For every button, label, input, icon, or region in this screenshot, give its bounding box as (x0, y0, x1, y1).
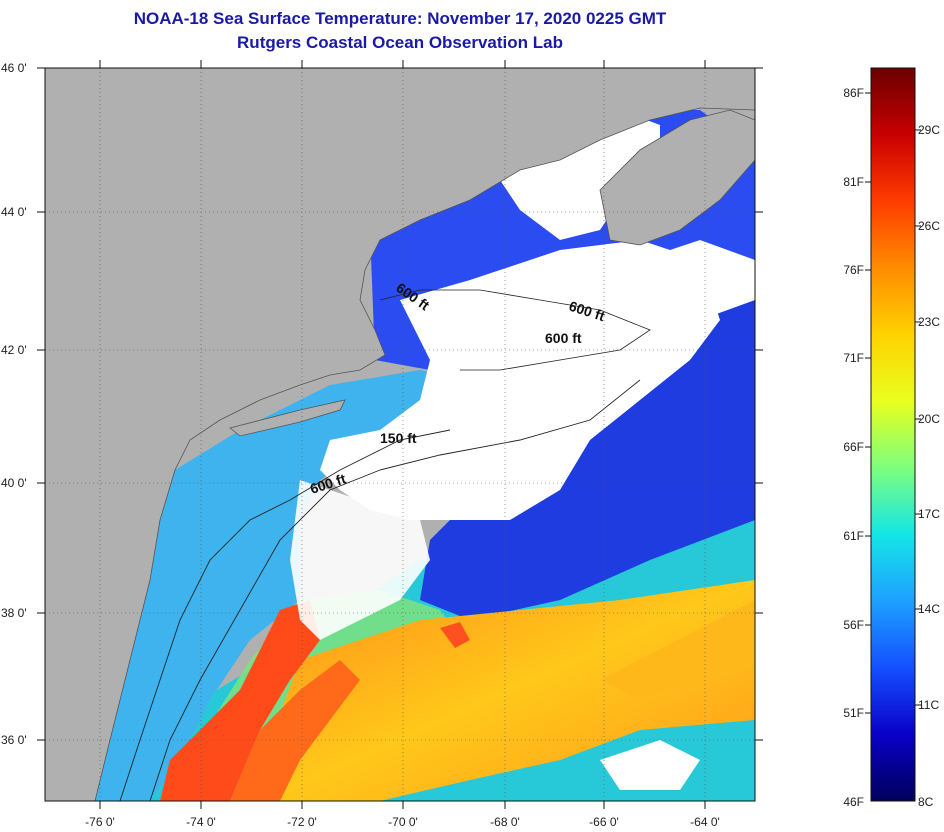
colorbar-f-label-51: 51F (843, 706, 864, 720)
colorbar-c-label-23: 23C (918, 315, 940, 329)
colorbar-c-label-17: 17C (918, 507, 940, 521)
colorbar-f-label-81: 81F (843, 175, 864, 189)
colorbar (870, 67, 916, 802)
lon-label-70: -70 0' (388, 815, 418, 829)
lat-label-44: 44 0' (1, 205, 27, 219)
cloud-patch-se (600, 740, 700, 790)
isobath-gulf-of-maine (379, 289, 651, 371)
lon-label-68: -68 0' (490, 815, 520, 829)
colorbar-c-label-26: 26C (918, 219, 940, 233)
colorbar-c-label-29: 29C (918, 123, 940, 137)
contour-label-150ft: 150 ft (380, 430, 417, 446)
lat-label-36: 36 0' (1, 733, 27, 747)
lon-label-72: -72 0' (287, 815, 317, 829)
lon-label-64: -64 0' (690, 815, 720, 829)
map-frame (44, 67, 756, 802)
cloud-cover-east (640, 240, 755, 320)
lon-label-66: -66 0' (589, 815, 619, 829)
colorbar-c-label-20: 20C (918, 412, 940, 426)
colorbar-f-label-61: 61F (843, 529, 864, 543)
new-england-land (45, 68, 755, 801)
lat-label-38: 38 0' (1, 606, 27, 620)
shelf-water (95, 370, 470, 801)
cloud-cover-south (290, 480, 430, 640)
colorbar-ticks (865, 92, 921, 714)
colorbar-f-label-66: 66F (843, 440, 864, 454)
lat-label-42: 42 0' (1, 343, 27, 357)
colorbar-f-label-71: 71F (843, 351, 864, 365)
lat-label-40: 40 0' (1, 476, 27, 490)
map-title: NOAA-18 Sea Surface Temperature: Novembe… (133, 9, 667, 28)
isobath-150ft (119, 429, 451, 801)
colorbar-f-label-46: 46F (843, 795, 864, 809)
warm-eddy (440, 622, 470, 648)
lon-label-76: -76 0' (85, 815, 115, 829)
colorbar-f-label-86: 86F (843, 86, 864, 100)
cloud-cover-main (320, 240, 720, 520)
lon-label-74: -74 0' (186, 815, 216, 829)
colorbar-f-label-56: 56F (843, 618, 864, 632)
gulf-stream-core (160, 600, 320, 801)
contour-label-maine-c: 600 ft (545, 330, 582, 346)
lat-label-46: 46 0' (1, 61, 27, 75)
colorbar-f-label-76: 76F (843, 263, 864, 277)
nova-scotia-land (599, 109, 755, 246)
isobath-600ft (149, 379, 641, 801)
map-panel[interactable]: 600 ft 600 ft 600 ft 150 ft 600 ft (45, 68, 755, 801)
colorbar-c-label-8: 8C (918, 795, 934, 809)
warm-eddy-east (600, 600, 755, 700)
long-island (229, 399, 346, 437)
warm-band (260, 580, 755, 801)
map-subtitle: Rutgers Coastal Ocean Observation Lab (237, 33, 563, 52)
gulf-stream-edge (230, 660, 360, 801)
colorbar-c-label-11: 11C (918, 698, 939, 712)
axis-tick-marks (37, 60, 763, 809)
colorbar-c-label-14: 14C (918, 602, 940, 616)
